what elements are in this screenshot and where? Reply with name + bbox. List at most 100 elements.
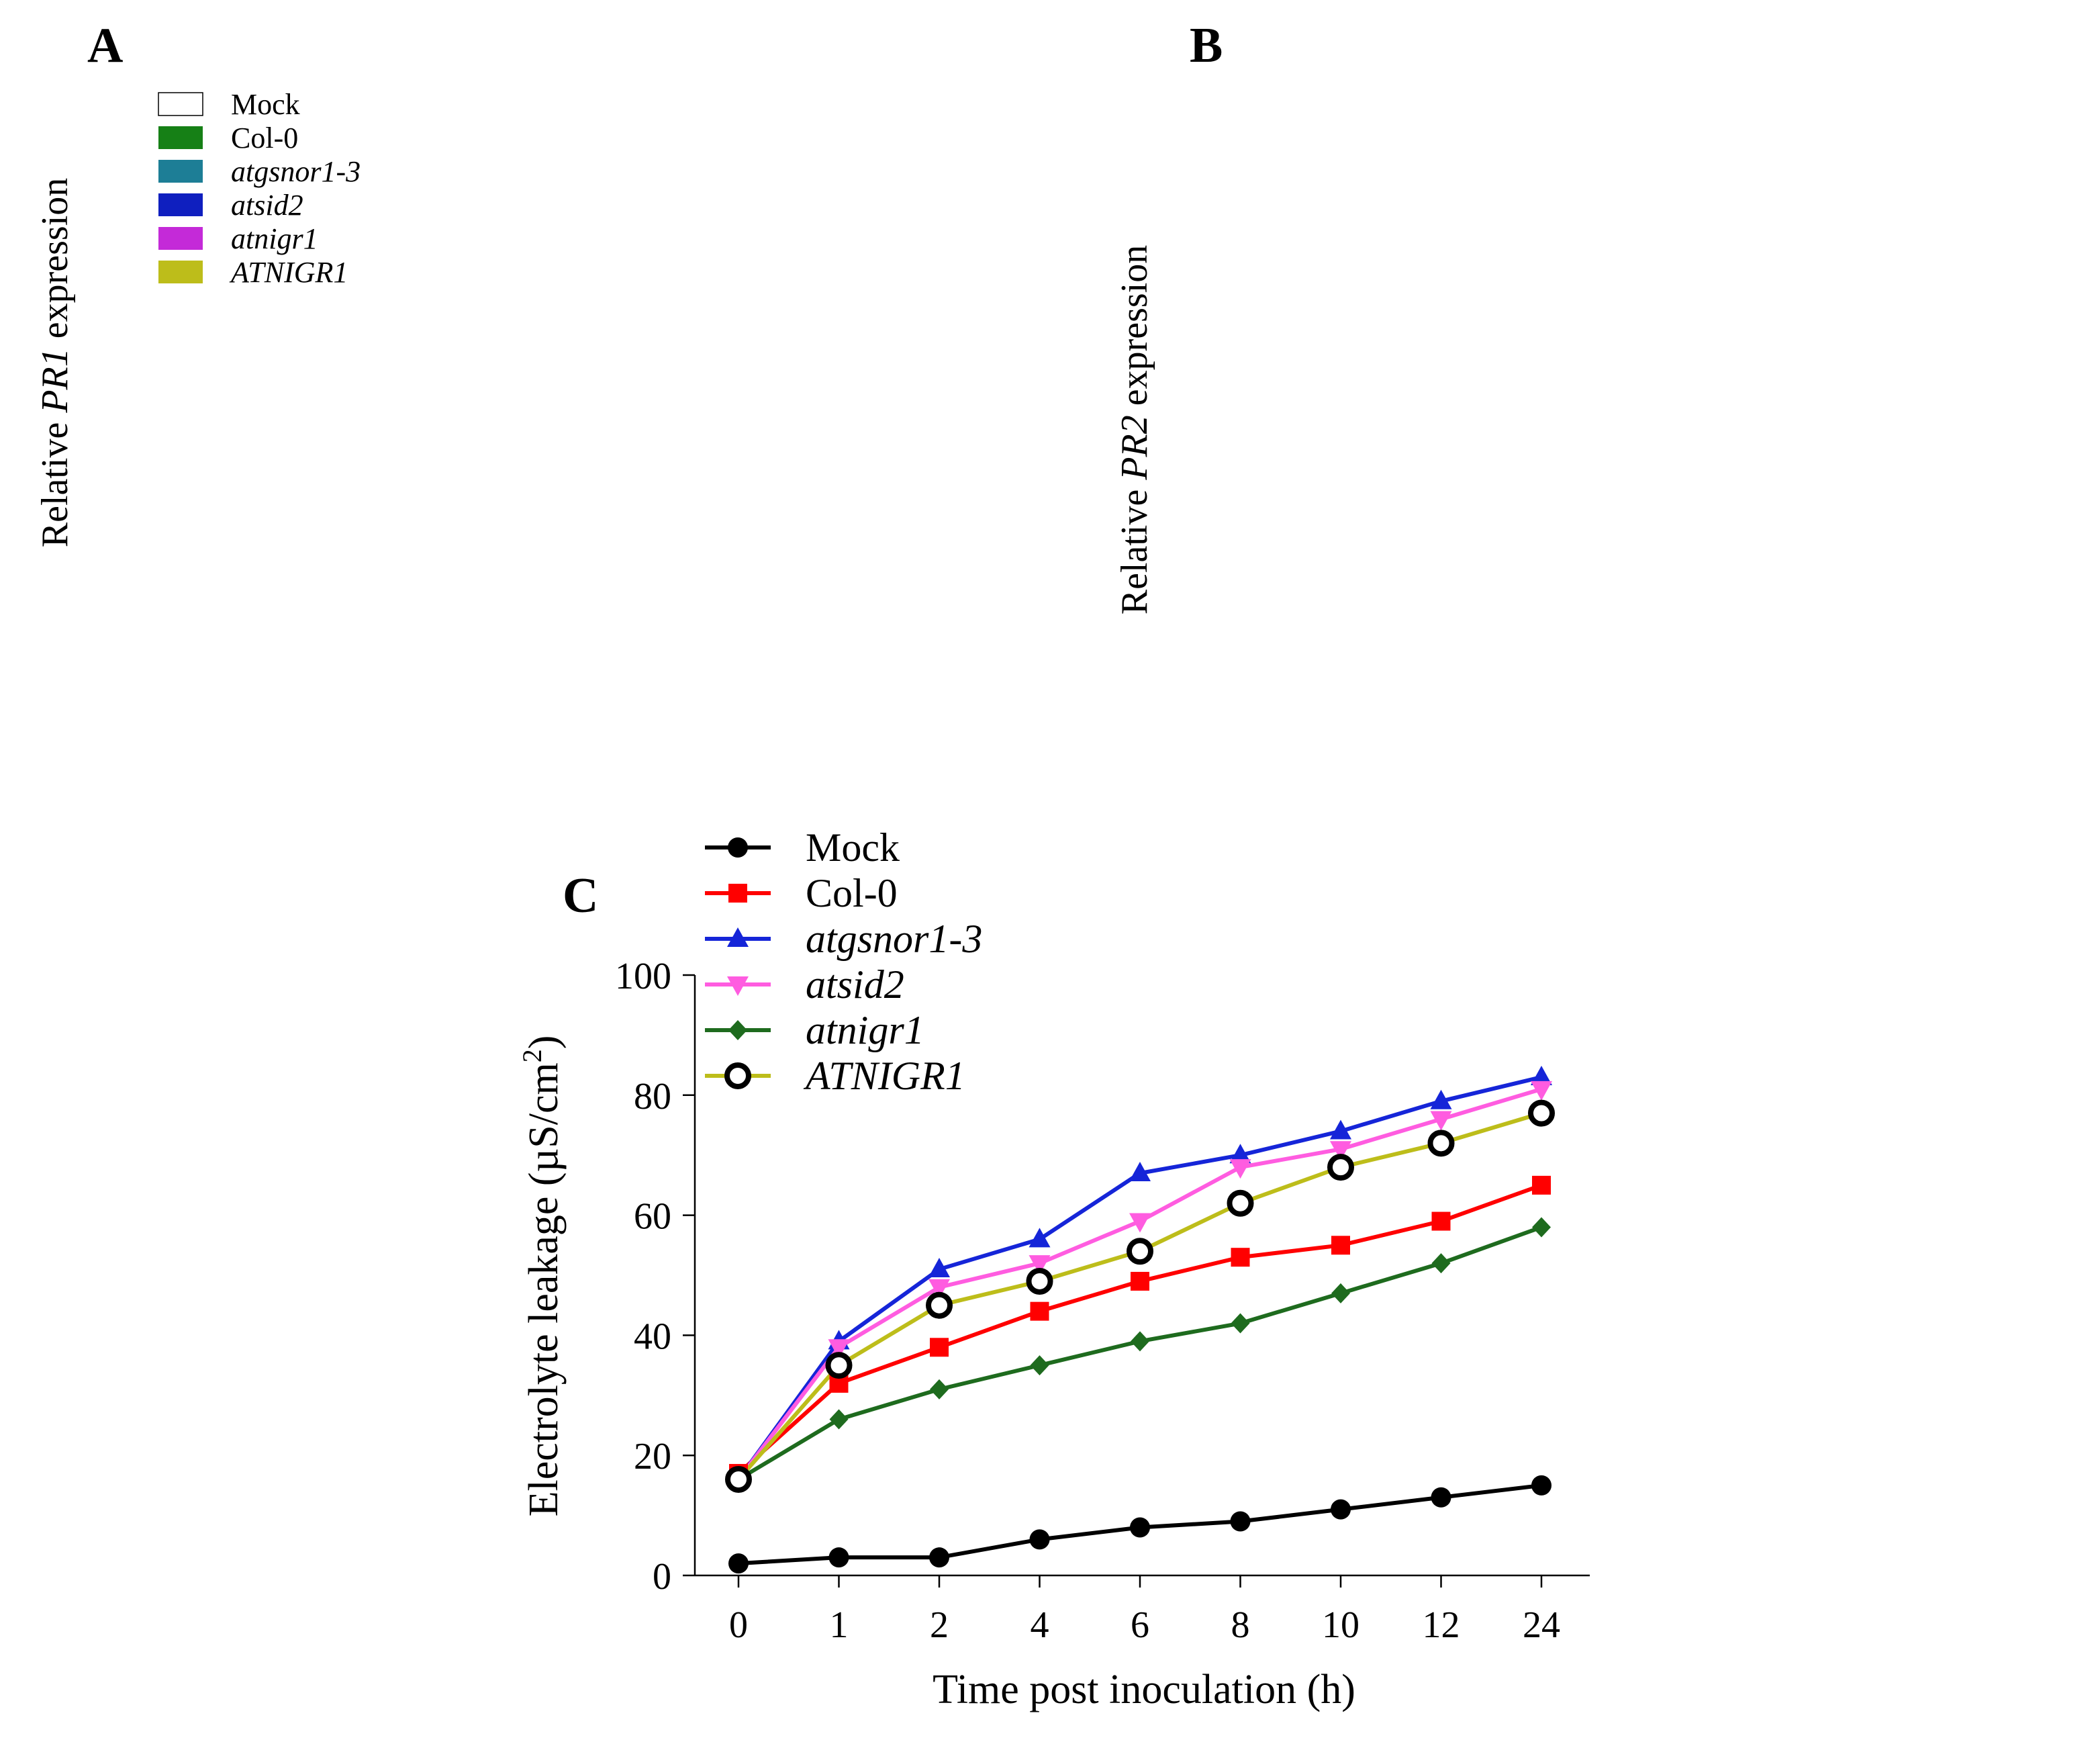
point-atgsnor1-3-4 — [1029, 1228, 1051, 1248]
legend-label-c-atnigr1: atnigr1 — [806, 1008, 924, 1052]
legend-swatch-atsid2 — [158, 193, 203, 216]
legend-label-atnigr1: atnigr1 — [231, 222, 318, 255]
y-tick-label-c-80: 80 — [634, 1076, 671, 1117]
point-atgsnor1-3-10 — [1330, 1119, 1351, 1140]
legend-swatch-atnigr1 — [158, 227, 203, 250]
point-atgsnor1-3-12 — [1430, 1089, 1452, 1109]
x-tick-label-c-2: 2 — [930, 1604, 949, 1646]
point-col-0-24 — [1532, 1175, 1551, 1195]
point-atgsnor1-3-8 — [1229, 1144, 1251, 1164]
x-tick-label-c-12: 12 — [1423, 1604, 1460, 1646]
point-atsid2-8 — [1229, 1159, 1251, 1179]
x-tick-label-c-6: 6 — [1131, 1604, 1149, 1646]
point-atnigr1-6 — [1131, 1331, 1149, 1352]
point-atsid2-4 — [1029, 1255, 1051, 1275]
legend-label-c-atgsnor1-3: atgsnor1-3 — [806, 917, 982, 961]
y-tick-label-c-100: 100 — [615, 956, 671, 997]
x-tick-label-c-0: 0 — [729, 1604, 748, 1646]
y-tick-labels-c: 0 20 40 60 80 100 — [615, 956, 671, 1598]
legend-label-atnigr1: ATNIGR1 — [229, 256, 348, 289]
legend-marker-atnigr1 — [728, 1020, 747, 1040]
legend-label-atsid2: atsid2 — [231, 189, 303, 222]
panel-label-c: C — [563, 868, 598, 923]
point-atnigr1-12 — [1431, 1253, 1451, 1274]
legend-label-c-atnigr1: ATNIGR1 — [803, 1054, 965, 1098]
point-atnigr1-24 — [1528, 1099, 1555, 1127]
point-atnigr1-4 — [1030, 1355, 1049, 1376]
point-mock-24 — [1531, 1475, 1552, 1496]
panel-b: B Relative PR2 expression — [1114, 18, 1223, 614]
point-atnigr1-1 — [829, 1409, 849, 1430]
legend-swatch-mock — [158, 92, 203, 116]
x-tick-label-c-1: 1 — [830, 1604, 849, 1646]
point-mock-10 — [1331, 1499, 1351, 1520]
point-atgsnor1-3-6 — [1129, 1162, 1151, 1182]
y-axis-label-b: Relative PR2 expression — [1114, 245, 1155, 615]
legend-label-c-mock: Mock — [806, 825, 900, 870]
point-atgsnor1-3-2 — [928, 1258, 950, 1278]
legend-marker-mock — [728, 837, 748, 858]
point-mock-6 — [1130, 1517, 1150, 1538]
y-tick-label-c-20: 20 — [634, 1436, 671, 1477]
legend-marker-col-0 — [728, 884, 747, 903]
point-mock-1 — [828, 1547, 849, 1568]
y-axis-label-a: Relative PR1 expression — [34, 178, 76, 548]
point-atsid2-2 — [928, 1279, 950, 1299]
x-tick-label-c-10: 10 — [1322, 1604, 1359, 1646]
panel-a: A Relative PR1 expression MockCol-0atgsn… — [34, 18, 361, 547]
legend-marker-atnigr1 — [724, 1062, 751, 1089]
point-atnigr1-2 — [930, 1379, 949, 1399]
x-tick-label-c-8: 8 — [1231, 1604, 1250, 1646]
point-atgsnor1-3-24 — [1531, 1065, 1552, 1085]
x-tick-labels-c: 0 1 2 4 6 8 10 12 24 — [729, 1604, 1560, 1646]
legend-label-atgsnor1-3: atgsnor1-3 — [231, 155, 361, 188]
y-axis-label-c: Electrolyte leakage (µS/cm2) — [517, 1036, 567, 1517]
legend-marker-atsid2 — [727, 976, 749, 996]
point-atnigr1-2 — [926, 1291, 953, 1319]
legend-label-mock: Mock — [231, 88, 300, 121]
point-mock-8 — [1230, 1511, 1251, 1532]
legend-swatch-atgsnor1-3 — [158, 160, 203, 183]
point-atsid2-6 — [1129, 1213, 1151, 1233]
y-tick-label-c-0: 0 — [653, 1556, 671, 1598]
legend-label-c-atsid2: atsid2 — [806, 962, 904, 1007]
point-atnigr1-6 — [1127, 1238, 1153, 1265]
legend-swatch-col-0 — [158, 126, 203, 149]
point-atnigr1-8 — [1231, 1313, 1250, 1334]
panel-label-b: B — [1190, 18, 1223, 73]
y-tick-label-c-60: 60 — [634, 1196, 671, 1238]
point-atsid2-12 — [1430, 1111, 1452, 1131]
point-atsid2-24 — [1531, 1081, 1552, 1101]
point-col-0-4 — [1030, 1301, 1049, 1321]
point-atsid2-1 — [828, 1339, 850, 1359]
point-mock-4 — [1029, 1529, 1050, 1550]
point-atsid2-10 — [1330, 1141, 1351, 1161]
point-atnigr1-12 — [1427, 1130, 1455, 1157]
axes-c — [683, 974, 1590, 1588]
point-atnigr1-0 — [725, 1465, 752, 1493]
point-atnigr1-10 — [1327, 1154, 1354, 1181]
point-atnigr1-24 — [1532, 1217, 1551, 1238]
point-col-0-2 — [930, 1338, 949, 1357]
legend-swatch-atnigr1 — [158, 261, 203, 283]
point-mock-12 — [1431, 1487, 1451, 1508]
y-tick-label-c-40: 40 — [634, 1316, 671, 1357]
x-axis-label-c: Time post inoculation (h) — [933, 1667, 1355, 1712]
legend-label-col-0: Col-0 — [231, 122, 298, 154]
point-atnigr1-1 — [825, 1352, 853, 1379]
point-atnigr1-10 — [1331, 1283, 1350, 1303]
point-mock-2 — [929, 1547, 949, 1568]
point-col-0-10 — [1331, 1236, 1350, 1255]
point-atnigr1-4 — [1026, 1267, 1053, 1295]
point-col-0-8 — [1231, 1248, 1250, 1267]
legend-marker-atgsnor1-3 — [727, 927, 749, 947]
x-tick-label-c-4: 4 — [1031, 1604, 1049, 1646]
legend-label-c-col-0: Col-0 — [806, 871, 898, 915]
point-col-0-12 — [1431, 1211, 1451, 1231]
lines-c — [725, 1065, 1555, 1574]
point-col-0-6 — [1131, 1271, 1149, 1291]
point-mock-0 — [728, 1553, 749, 1574]
